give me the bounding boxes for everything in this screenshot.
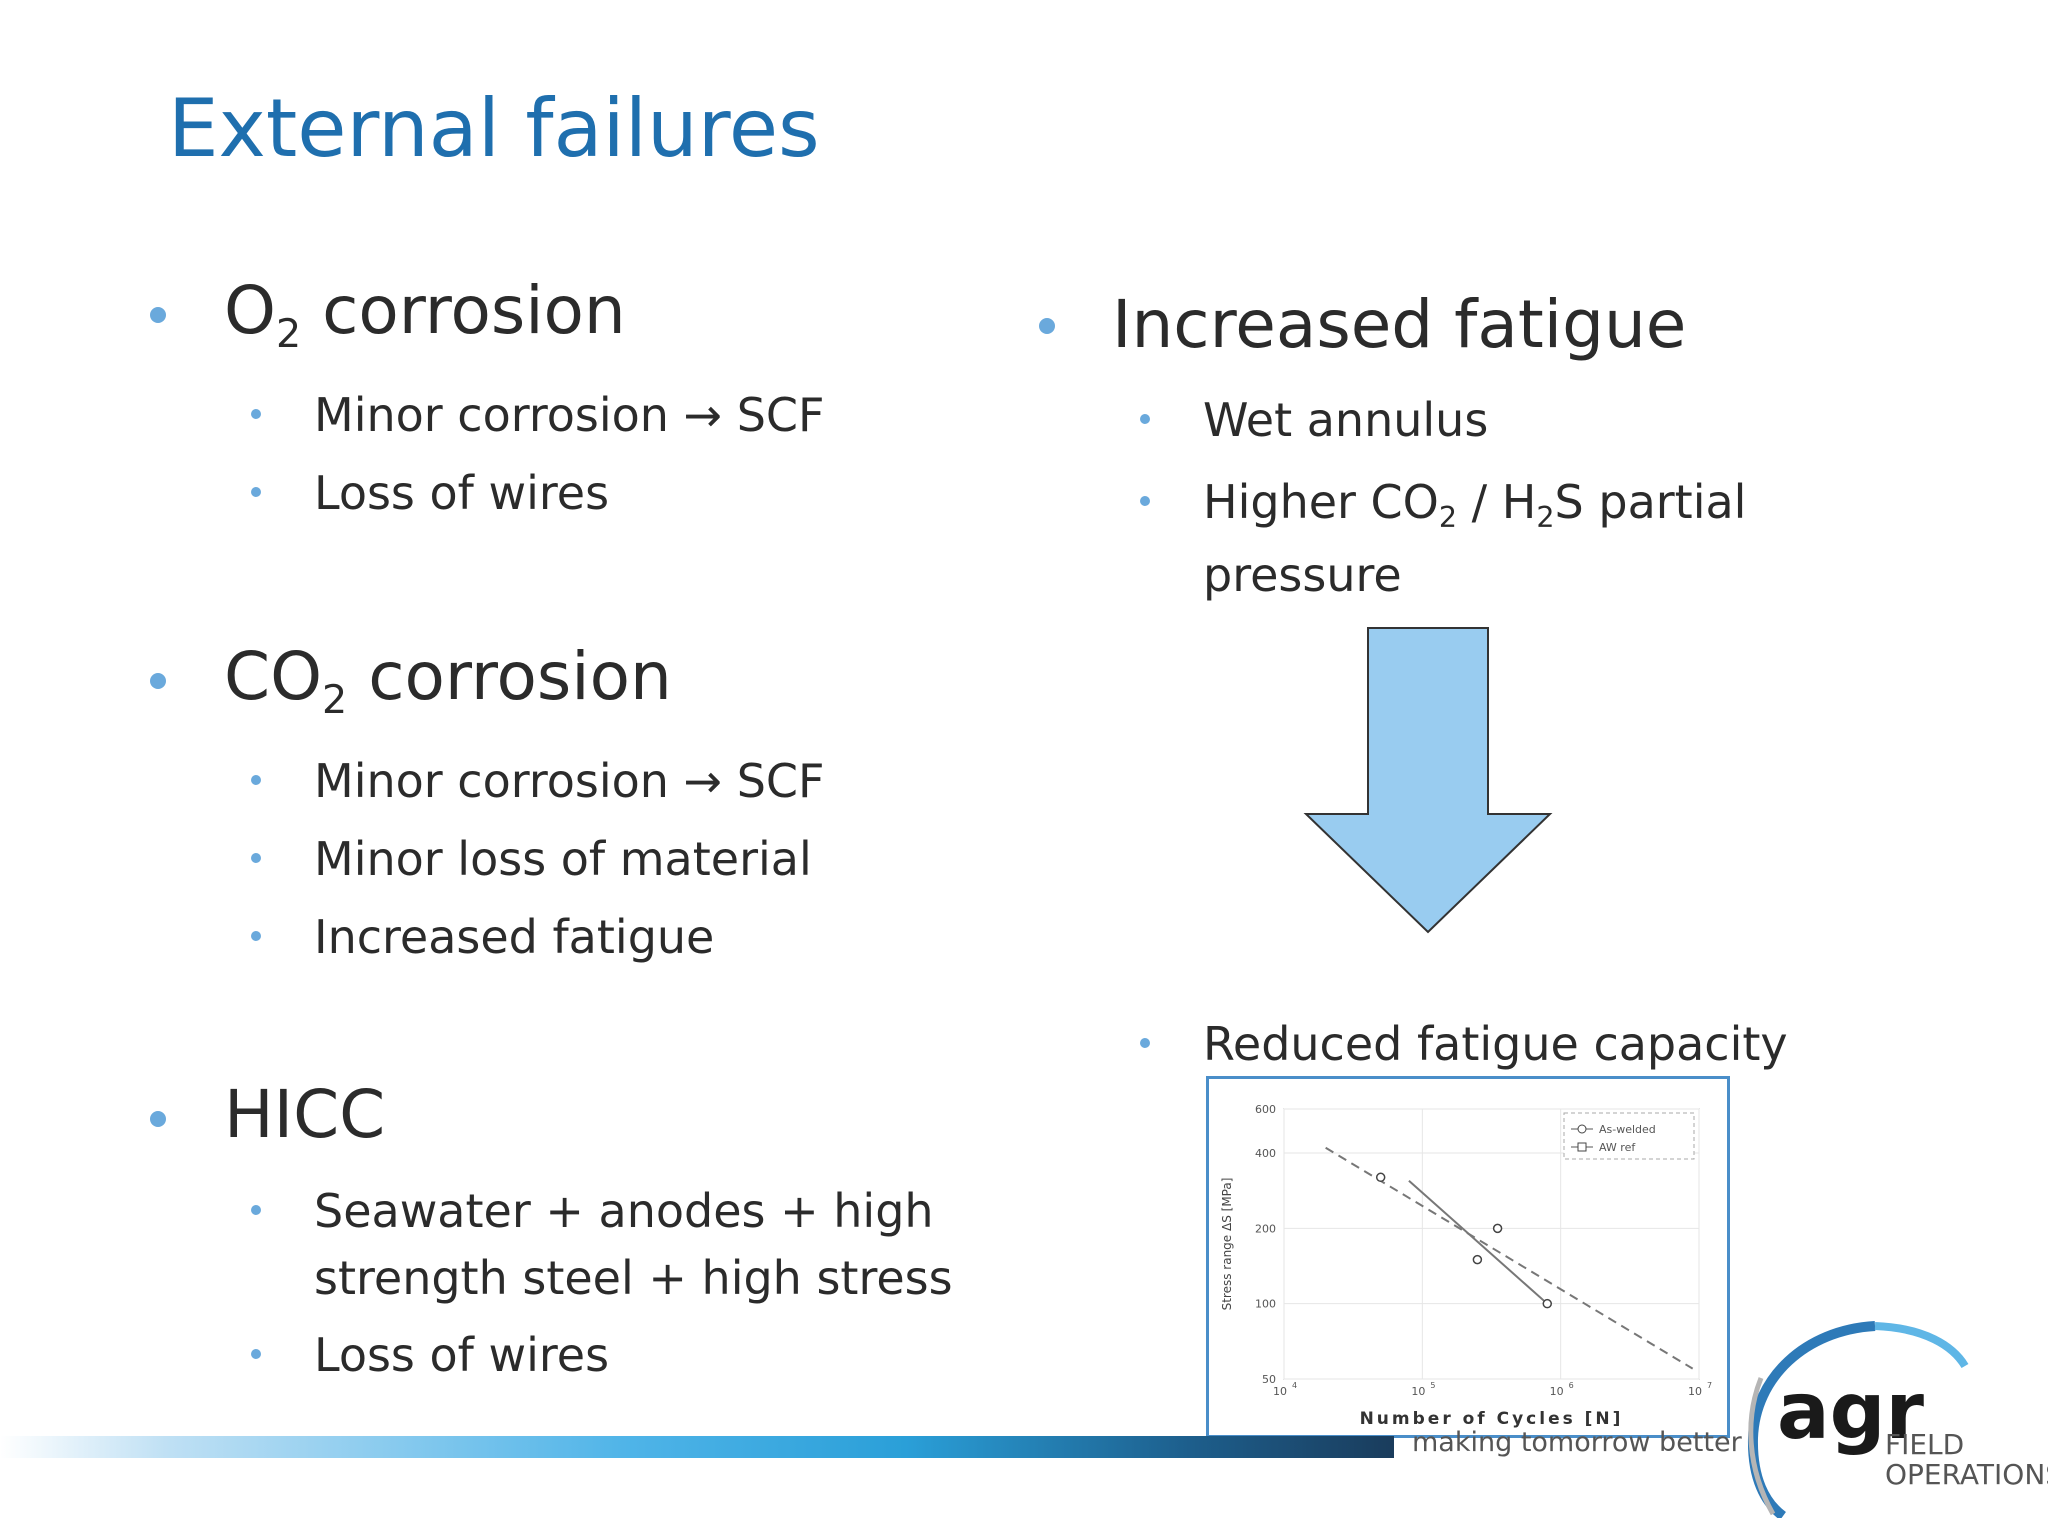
wet-annulus-item: Wet annulus xyxy=(1203,393,1489,447)
sub-bullet-icon xyxy=(251,1205,261,1215)
sub-bullet-icon xyxy=(251,931,261,941)
x-tick-exponent: 4 xyxy=(1292,1381,1297,1390)
sub-bullet-icon xyxy=(1140,1038,1150,1048)
down-arrow-icon xyxy=(1303,627,1553,934)
y-tick-label: 400 xyxy=(1255,1147,1276,1160)
x-tick-exponent: 7 xyxy=(1707,1381,1712,1390)
sub-bullet-icon xyxy=(251,487,261,497)
data-point xyxy=(1472,1254,1483,1265)
bullet-icon xyxy=(150,307,166,323)
hicc-heading: HICC xyxy=(224,1076,386,1153)
o2-item-1: Minor corrosion → SCF xyxy=(314,388,825,442)
hicc-item-1-line-2: strength steel + high stress xyxy=(314,1251,953,1305)
partial-pressure-item-line-2: pressure xyxy=(1203,548,1402,602)
sub-bullet-icon xyxy=(251,775,261,785)
y-axis-label: Stress range ΔS [MPa] xyxy=(1220,1178,1234,1311)
x-tick-exponent: 5 xyxy=(1430,1381,1435,1390)
x-tick-exponent: 6 xyxy=(1569,1381,1574,1390)
sn-chart: 50 100 200 400 600 10 4 10 5 10 6 10 7 As-welded AW re… xyxy=(1220,1103,1712,1429)
x-tick-label: 10 xyxy=(1550,1385,1564,1398)
sub-bullet-icon xyxy=(1140,414,1150,424)
y-tick-label: 600 xyxy=(1255,1103,1276,1116)
x-tick-label: 10 xyxy=(1411,1385,1425,1398)
slide-title: External failures xyxy=(168,82,820,175)
footer-tagline: making tomorrow better xyxy=(1412,1427,1742,1458)
co2-item-2: Minor loss of material xyxy=(314,832,812,886)
logo-field: FIELD xyxy=(1885,1428,1964,1461)
legend-label: As-welded xyxy=(1599,1123,1656,1136)
data-point xyxy=(1492,1223,1503,1234)
footer-gradient-bar xyxy=(0,1436,1394,1458)
partial-pressure-item-line-1: Higher CO2 / H2S partial xyxy=(1203,475,1747,535)
bullet-icon xyxy=(150,1111,166,1127)
logo-word: agr xyxy=(1777,1367,1924,1457)
y-tick-label: 200 xyxy=(1255,1222,1276,1235)
increased-fatigue-heading: Increased fatigue xyxy=(1112,286,1687,363)
hicc-item-2: Loss of wires xyxy=(314,1328,610,1382)
agr-logo: agr FIELD OPERATIONS xyxy=(1747,1321,2048,1518)
sub-bullet-icon xyxy=(1140,496,1150,506)
dashed-fit-line xyxy=(1325,1146,1694,1370)
sub-bullet-icon xyxy=(251,409,261,419)
data-point xyxy=(1542,1298,1553,1309)
y-tick-label: 100 xyxy=(1255,1298,1276,1311)
sn-chart-frame: 50 100 200 400 600 10 4 10 5 10 6 10 7 As-welded AW re… xyxy=(1206,1076,1730,1438)
legend-label: AW ref xyxy=(1599,1141,1636,1154)
o2-item-2: Loss of wires xyxy=(314,466,610,520)
y-tick-label: 50 xyxy=(1262,1373,1276,1386)
solid-fit-line xyxy=(1408,1180,1548,1305)
co2-item-1: Minor corrosion → SCF xyxy=(314,754,825,808)
co2-corrosion-heading: CO2 corrosion xyxy=(224,638,672,723)
bullet-icon xyxy=(150,673,166,689)
sub-bullet-icon xyxy=(251,853,261,863)
x-tick-label: 10 xyxy=(1688,1385,1702,1398)
x-axis-label: Number of Cycles [N] xyxy=(1360,1409,1624,1429)
hicc-item-1-line-1: Seawater + anodes + high xyxy=(314,1184,934,1238)
sub-bullet-icon xyxy=(251,1349,261,1359)
logo-operations: OPERATIONS xyxy=(1885,1458,2048,1491)
reduced-fatigue-item: Reduced fatigue capacity xyxy=(1203,1017,1788,1071)
co2-item-3: Increased fatigue xyxy=(314,910,715,964)
o2-corrosion-heading: O2 corrosion xyxy=(224,272,626,357)
legend-marker xyxy=(1577,1124,1587,1134)
legend-marker xyxy=(1577,1142,1587,1152)
x-tick-label: 10 xyxy=(1273,1385,1287,1398)
data-point xyxy=(1375,1172,1386,1183)
bullet-icon xyxy=(1039,318,1055,334)
